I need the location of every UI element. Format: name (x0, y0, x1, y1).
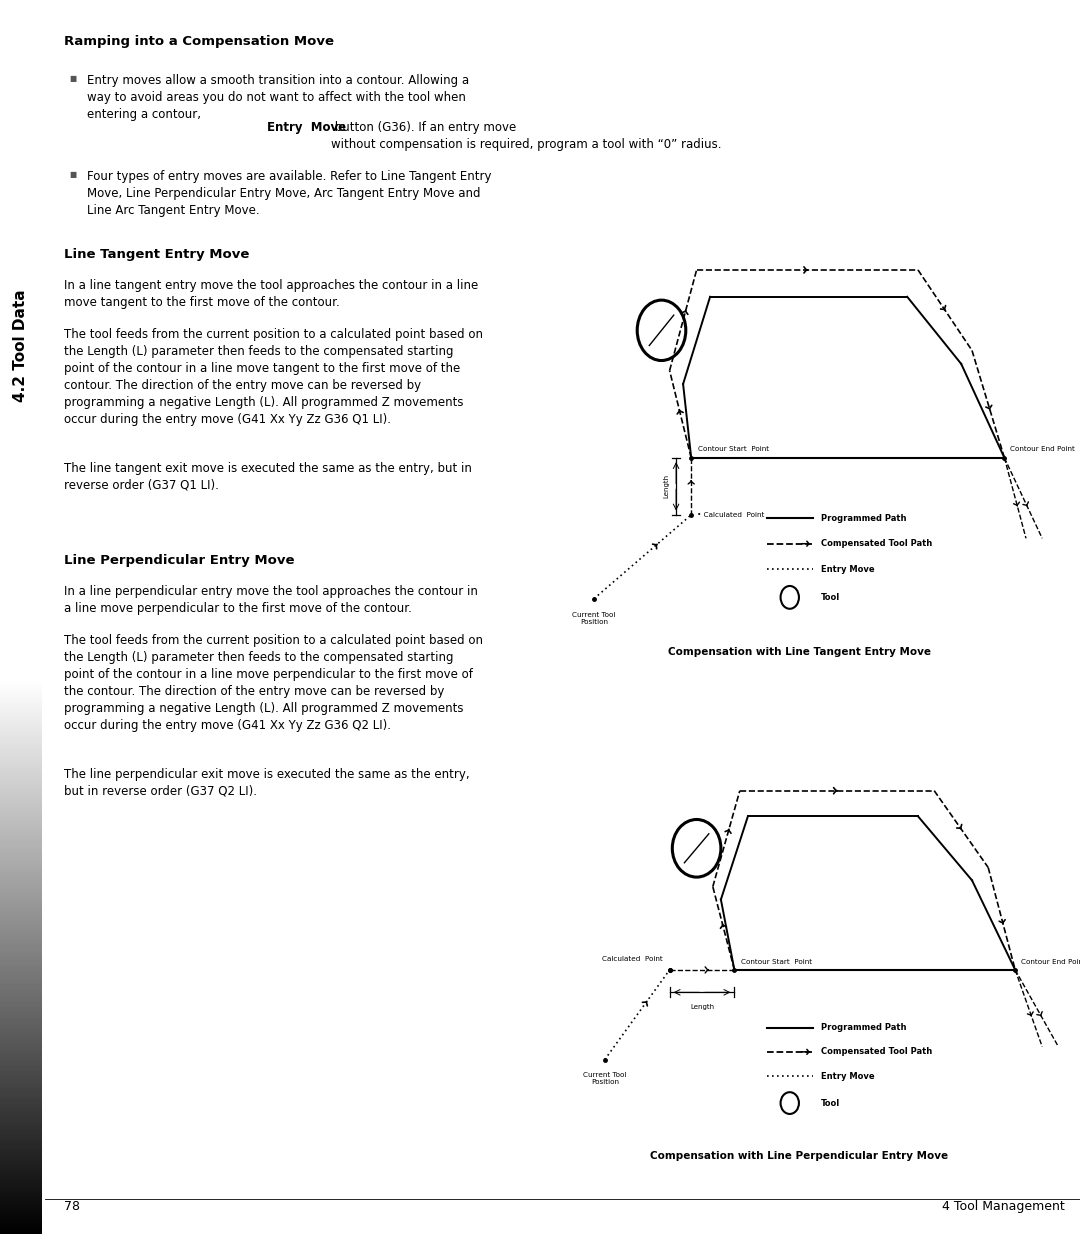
Text: In a line tangent entry move the tool approaches the contour in a line
move tang: In a line tangent entry move the tool ap… (64, 279, 478, 308)
Text: Line Tangent Entry Move: Line Tangent Entry Move (64, 248, 249, 262)
Text: Entry  Move: Entry Move (267, 121, 346, 135)
Text: The tool feeds from the current position to a calculated point based on
the Leng: The tool feeds from the current position… (64, 328, 483, 426)
Text: ■: ■ (69, 74, 77, 83)
Text: Tool: Tool (821, 592, 840, 602)
Text: Compensated Tool Path: Compensated Tool Path (821, 539, 932, 548)
Text: Entry Move: Entry Move (821, 565, 875, 574)
Text: The line tangent exit move is executed the same as the entry, but in
reverse ord: The line tangent exit move is executed t… (64, 462, 472, 491)
Text: Contour Start  Point: Contour Start Point (698, 447, 769, 453)
Text: Contour Start  Point: Contour Start Point (741, 959, 812, 965)
Text: Compensated Tool Path: Compensated Tool Path (821, 1048, 932, 1056)
Text: Length: Length (690, 1003, 714, 1009)
Text: • Calculated  Point: • Calculated Point (697, 512, 764, 518)
Text: The line perpendicular exit move is executed the same as the entry,
but in rever: The line perpendicular exit move is exec… (64, 768, 470, 797)
Text: Current Tool
Position: Current Tool Position (583, 1072, 626, 1086)
Text: The tool feeds from the current position to a calculated point based on
the Leng: The tool feeds from the current position… (64, 634, 483, 732)
Text: 4 Tool Management: 4 Tool Management (942, 1201, 1065, 1213)
Text: Length: Length (663, 474, 670, 499)
Text: Entry moves allow a smooth transition into a contour. Allowing a
way to avoid ar: Entry moves allow a smooth transition in… (86, 74, 469, 121)
Text: Entry Move: Entry Move (821, 1071, 875, 1081)
Text: Compensation with Line Perpendicular Entry Move: Compensation with Line Perpendicular Ent… (650, 1150, 948, 1160)
Text: 78: 78 (64, 1201, 80, 1213)
Text: Calculated  Point: Calculated Point (603, 956, 663, 963)
Text: ■: ■ (69, 170, 77, 179)
Text: Programmed Path: Programmed Path (821, 1023, 906, 1032)
Text: button (G36). If an entry move
without compensation is required, program a tool : button (G36). If an entry move without c… (330, 121, 721, 151)
Text: Compensation with Line Tangent Entry Move: Compensation with Line Tangent Entry Mov… (667, 648, 931, 658)
Text: Ramping into a Compensation Move: Ramping into a Compensation Move (64, 35, 334, 48)
Text: Tool: Tool (821, 1098, 840, 1108)
Text: Contour End Point: Contour End Point (1010, 447, 1075, 453)
Text: Contour End Point: Contour End Point (1021, 959, 1080, 965)
Text: In a line perpendicular entry move the tool approaches the contour in
a line mov: In a line perpendicular entry move the t… (64, 585, 477, 615)
Text: Programmed Path: Programmed Path (821, 513, 906, 523)
Text: 4.2 Tool Data: 4.2 Tool Data (13, 289, 28, 402)
Text: Line Perpendicular Entry Move: Line Perpendicular Entry Move (64, 554, 295, 568)
Text: Four types of entry moves are available. Refer to Line Tangent Entry
Move, Line : Four types of entry moves are available.… (86, 170, 491, 217)
Text: Current Tool
Position: Current Tool Position (572, 612, 616, 626)
